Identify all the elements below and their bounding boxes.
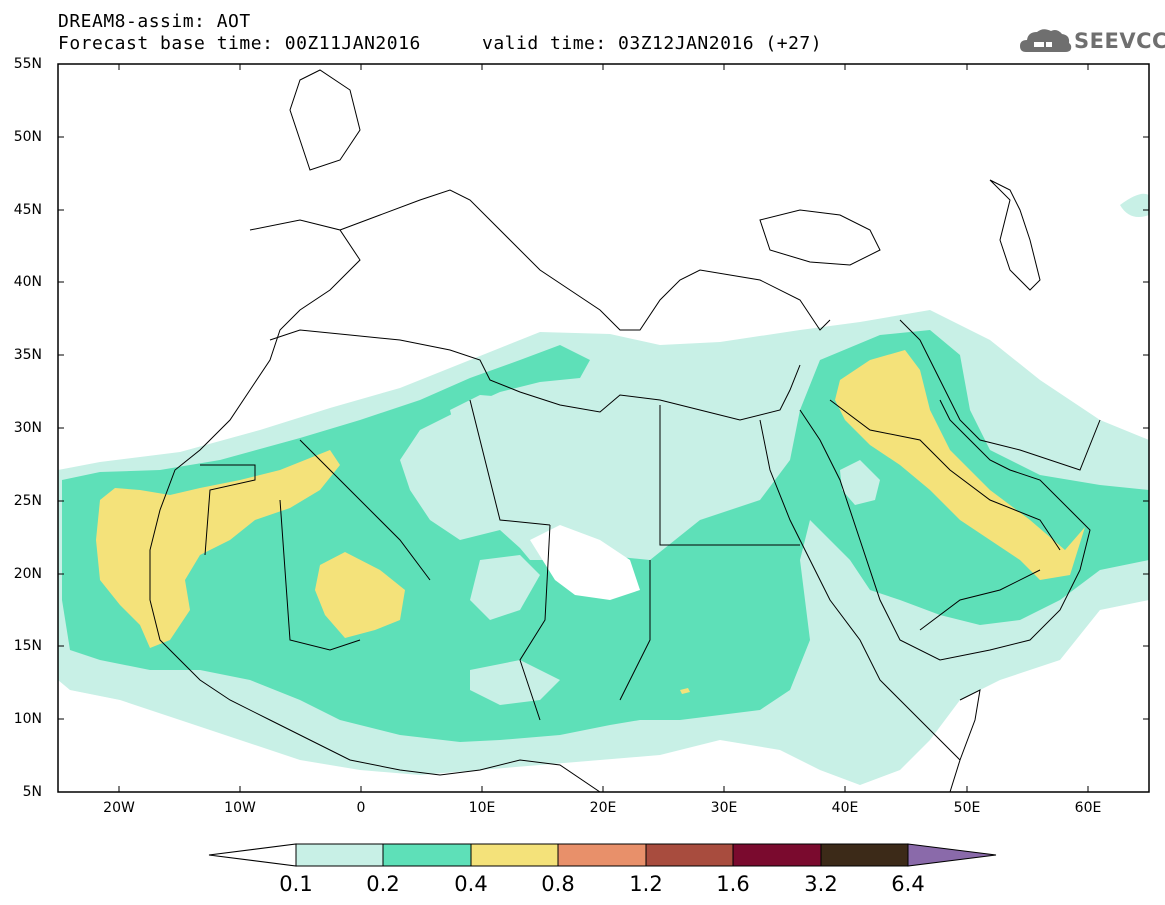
aot-contour-0.4-arabia: [835, 350, 1085, 580]
border-yemen: [919, 569, 1041, 631]
colorbar: [208, 843, 997, 867]
colorbar-arrow-right: [907, 843, 997, 867]
cloud-icon: [1020, 29, 1072, 52]
valid-time: valid time: 03Z12JAN2016 (+27): [482, 33, 823, 54]
border-sudan-chad: [619, 560, 651, 701]
coastline-uk: [289, 69, 361, 171]
colorbar-label: 0.8: [541, 872, 575, 896]
lon-label: 0: [356, 800, 366, 816]
lat-label: 15N: [13, 638, 42, 654]
lat-label: 20N: [13, 566, 42, 582]
lat-label: 30N: [13, 420, 42, 436]
colorbar-bin-2: [382, 843, 472, 867]
colorbar-bin-5: [645, 843, 734, 867]
lat-label: 40N: [13, 274, 42, 290]
colorbar-bin-7: [820, 843, 909, 867]
chart-title: DREAM8-assim: AOT: [58, 11, 251, 32]
logo-text: SEEVCCC: [1074, 29, 1165, 53]
colorbar-label: 1.6: [716, 872, 750, 896]
border-arabia: [829, 399, 1061, 551]
base-time: Forecast base time: 00Z11JAN2016: [58, 33, 421, 54]
aot-hole-sudan: [470, 555, 540, 620]
lat-label: 50N: [13, 129, 42, 145]
colorbar-label: 3.2: [804, 872, 838, 896]
aot-hole-arabia: [840, 460, 880, 505]
colorbar-label: 0.4: [454, 872, 488, 896]
aot-contour-0.1-ne: [1120, 193, 1149, 218]
aot-contour-0.4-westafrica: [96, 450, 340, 648]
border-iran: [899, 319, 1101, 471]
aot-hole-chad: [530, 525, 640, 600]
coastline-horn: [949, 689, 981, 792]
lon-label: 50E: [953, 800, 981, 816]
colorbar-arrow-left: [208, 843, 297, 867]
colorbar-label: 1.2: [629, 872, 663, 896]
colorbar-label: 6.4: [891, 872, 925, 896]
coastline-med-south: [269, 329, 801, 421]
coastline-west: [149, 219, 601, 792]
lon-label: 40E: [831, 800, 859, 816]
border-niger-chad: [519, 524, 551, 721]
lon-label: 20E: [589, 800, 617, 816]
lat-label: 5N: [22, 784, 42, 800]
aot-contour-0.4-dot: [680, 688, 690, 694]
lon-label: 20W: [103, 800, 135, 816]
lat-label: 35N: [13, 347, 42, 363]
coastlines: [149, 69, 1101, 792]
border-mali: [279, 499, 361, 651]
border-mauritania: [200, 464, 256, 556]
lon-label: 10W: [224, 800, 256, 816]
aot-field: [58, 193, 1149, 785]
lon-label: 10E: [468, 800, 496, 816]
coastline-redsea: [759, 419, 961, 761]
aot-hole-libya: [600, 420, 760, 520]
border-algeria-mali: [299, 439, 431, 581]
lat-label: 10N: [13, 711, 42, 727]
coastline-europe: [339, 189, 831, 331]
border-egypt: [659, 405, 800, 546]
lon-label: 60E: [1074, 800, 1102, 816]
colorbar-bin-6: [732, 843, 822, 867]
coastline-arabia: [799, 399, 1091, 661]
colorbar-bin-4: [557, 843, 647, 867]
aot-hole-sahara: [450, 395, 600, 520]
aot-hole-south: [470, 660, 560, 705]
colorbar-label: 0.1: [279, 872, 313, 896]
colorbar-label: 0.2: [366, 872, 400, 896]
lat-label: 45N: [13, 202, 42, 218]
lat-label: 55N: [13, 56, 42, 72]
lat-label: 25N: [13, 493, 42, 509]
coastline-blacksea: [759, 209, 881, 266]
axis-ticks: [58, 63, 1149, 792]
coastline-caspian: [989, 179, 1041, 291]
colorbar-bin-3: [470, 843, 559, 867]
aot-contour-0.4-mali: [315, 552, 405, 638]
colorbar-bin-1: [295, 843, 384, 867]
seevccc-logo: SEEVCCC: [1018, 24, 1165, 58]
border-libya-niger: [469, 399, 551, 526]
lon-label: 30E: [710, 800, 738, 816]
